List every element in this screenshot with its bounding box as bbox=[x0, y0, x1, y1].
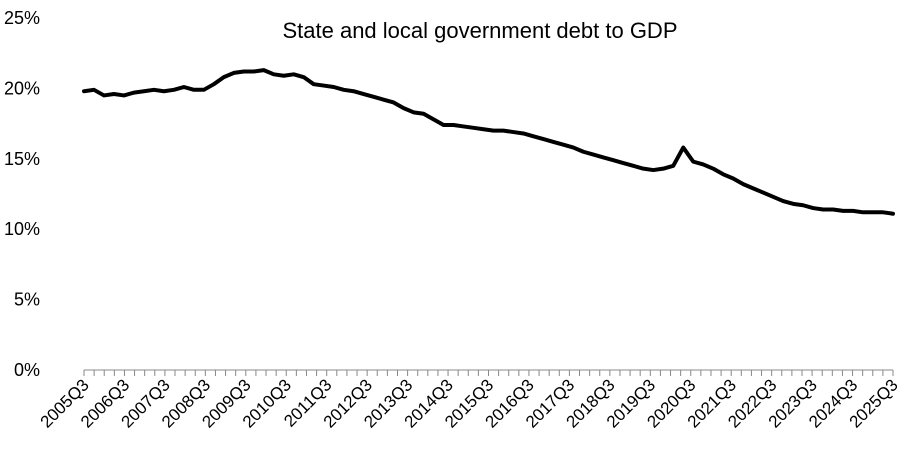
y-tick-label: 25% bbox=[4, 8, 40, 28]
y-tick-label: 0% bbox=[14, 360, 40, 380]
x-axis: 2005Q32006Q32007Q32008Q32009Q32010Q32011… bbox=[37, 369, 897, 432]
series-line-debt-to-gdp bbox=[82, 68, 895, 216]
y-axis: 0% 5% 10% 15% 20% 25% bbox=[4, 8, 40, 380]
y-tick-label: 15% bbox=[4, 149, 40, 169]
y-tick-label: 20% bbox=[4, 78, 40, 98]
y-tick-label: 5% bbox=[14, 290, 40, 310]
y-tick-label: 10% bbox=[4, 219, 40, 239]
chart-title: State and local government debt to GDP bbox=[282, 18, 677, 43]
